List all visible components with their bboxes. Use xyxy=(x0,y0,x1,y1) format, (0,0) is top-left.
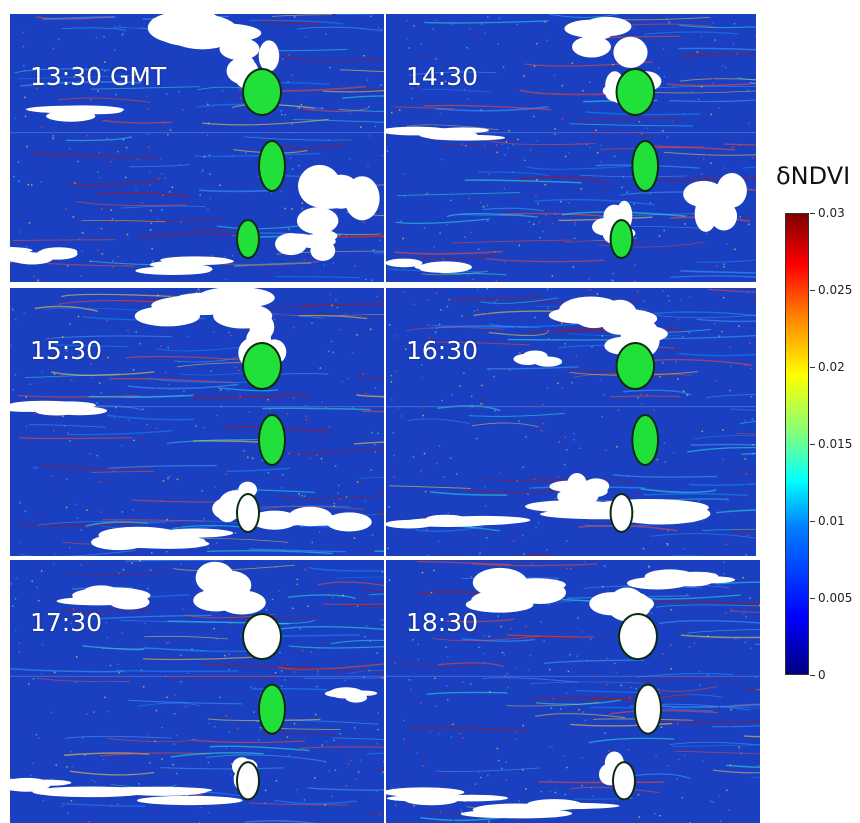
satellite-image-1530 xyxy=(10,288,384,556)
colorbar-tick-label: 0.01 xyxy=(818,514,845,528)
colorbar-tick xyxy=(810,598,815,599)
panel-1730: 17:30 xyxy=(10,560,384,823)
satellite-image-1630 xyxy=(386,288,756,556)
satellite-image-1330 xyxy=(10,14,384,282)
colorbar-tick-label: 0.03 xyxy=(818,206,845,220)
panel-1330: 13:30 GMT xyxy=(10,14,384,282)
satellite-image-1830 xyxy=(386,560,760,823)
colorbar-tick xyxy=(810,675,815,676)
satellite-image-1430 xyxy=(386,14,756,282)
colorbar-tick-label: 0.02 xyxy=(818,360,845,374)
colorbar-tick xyxy=(810,213,815,214)
colorbar-tick xyxy=(810,367,815,368)
time-label: 14:30 xyxy=(406,62,479,91)
colorbar-title: δNDVI xyxy=(776,162,851,190)
colorbar-tick xyxy=(810,521,815,522)
colorbar-tick xyxy=(810,290,815,291)
panel-1430: 14:30 xyxy=(386,14,756,282)
colorbar-tick-label: 0.025 xyxy=(818,283,853,297)
colorbar-tick-label: 0.005 xyxy=(818,591,853,605)
time-label: 18:30 xyxy=(406,608,479,637)
time-label: 16:30 xyxy=(406,336,479,365)
panel-1530: 15:30 xyxy=(10,288,384,556)
panel-1830: 18:30 xyxy=(386,560,760,823)
colorbar-tick xyxy=(810,444,815,445)
colorbar-tick-label: 0 xyxy=(818,668,826,682)
panel-1630: 16:30 xyxy=(386,288,756,556)
time-label: 13:30 GMT xyxy=(30,62,167,91)
satellite-image-1730 xyxy=(10,560,384,823)
time-label: 15:30 xyxy=(30,336,103,365)
colorbar-tick-label: 0.015 xyxy=(818,437,853,451)
colorbar xyxy=(785,213,809,675)
time-label: 17:30 xyxy=(30,608,103,637)
